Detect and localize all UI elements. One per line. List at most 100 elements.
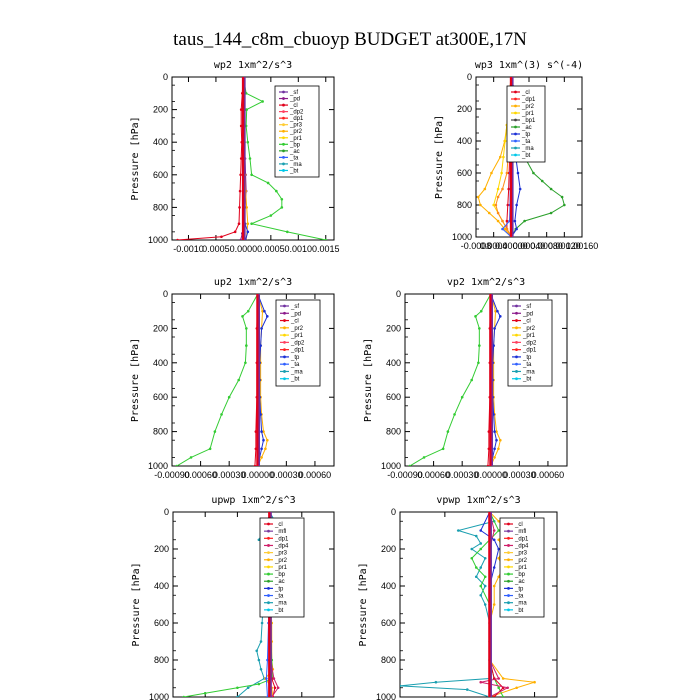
y-tick-label: 400 (386, 358, 401, 368)
data-point (497, 538, 500, 542)
legend-marker (515, 377, 518, 381)
data-point (483, 187, 487, 191)
x-tick-label: 0.00030 (446, 470, 479, 480)
y-tick-label: 400 (381, 581, 396, 591)
panel-upwp: upwp 1xm^2/s^302004006008001000-0.000600… (131, 495, 335, 700)
legend-label: _mfl (514, 529, 526, 535)
x-tick-label: 0.00080 (530, 241, 563, 251)
legend-label: _ac (514, 579, 525, 585)
series-line-dp1 (176, 294, 259, 466)
legend-label: _ta (521, 139, 531, 145)
legend-label: _cl (274, 522, 283, 528)
data-point (275, 189, 278, 193)
legend-marker (514, 125, 517, 129)
x-tick-label: 0.00000 (241, 470, 274, 480)
legend-label: _tp (274, 586, 284, 592)
legend-marker (515, 370, 518, 373)
legend-label: _pr2 (514, 558, 528, 564)
data-point (260, 430, 263, 433)
legend-label: _ta (289, 155, 299, 161)
data-point (246, 222, 250, 225)
data-point (516, 171, 520, 175)
legend-label: _ac (521, 125, 532, 131)
legend: _cl_mfl_dp1_dp4_pr3_pr2_pr1_bp_ac_tp_ta_… (259, 517, 305, 618)
data-point (501, 227, 504, 231)
y-tick-label: 0 (467, 72, 472, 82)
y-axis-label: Pressure [hPa] (434, 115, 445, 199)
data-point (465, 688, 469, 691)
legend-marker (282, 129, 285, 133)
y-tick-label: 200 (153, 323, 168, 333)
data-point (494, 203, 498, 207)
legend-label: _pr1 (274, 565, 288, 571)
legend-marker (267, 565, 270, 569)
legend-label: _pr2 (521, 104, 535, 110)
legend-label: _dp1 (522, 348, 537, 354)
data-point (280, 197, 284, 201)
y-tick-label: 800 (154, 655, 169, 665)
legend-label: _ma (289, 162, 302, 168)
legend-label: _pd (290, 311, 301, 317)
legend-label: _dp1 (289, 116, 304, 122)
y-tick-label: 800 (153, 427, 168, 437)
data-point (496, 187, 500, 191)
plot-frame (171, 293, 335, 467)
legend-label: _ac (289, 149, 300, 155)
legend-label: _ta (290, 362, 300, 368)
legend-label: _ta (274, 594, 284, 600)
y-tick-label: 0 (164, 507, 169, 517)
legend-marker (267, 522, 270, 526)
legend-marker (282, 142, 285, 146)
legend-label: _pr2 (274, 558, 288, 564)
legend-marker (507, 565, 510, 569)
legend-marker (507, 586, 510, 590)
legend-marker (267, 594, 270, 597)
legend: _sf_pd _cl_pr2_pr1_dp2 _dp1_tp_ta_ma _bt (507, 299, 553, 387)
data-point (250, 173, 253, 177)
data-point (496, 195, 500, 199)
data-point (492, 584, 496, 588)
data-point (286, 230, 289, 234)
x-tick-label: -0.0010 (173, 244, 204, 254)
panel-vpwp: vpwp 1xm^2/s^302004006008001000-0.00020-… (358, 495, 558, 700)
data-point (453, 413, 456, 416)
legend-marker (283, 326, 286, 330)
data-point (255, 649, 259, 653)
data-point (245, 206, 248, 209)
data-point (515, 227, 518, 231)
x-tick-label: 0.00030 (270, 470, 303, 480)
legend-marker (282, 116, 285, 120)
data-point (497, 519, 500, 523)
data-point (549, 187, 553, 191)
series-group (408, 294, 502, 466)
data-point (244, 361, 247, 365)
panel-wp2: wp2 1xm^2/s^302004006008001000-0.00100.0… (130, 60, 340, 254)
data-point (497, 529, 500, 532)
legend-marker (282, 149, 285, 153)
data-point (272, 677, 276, 680)
data-point (478, 327, 481, 330)
legend-marker (507, 572, 510, 576)
data-point (236, 695, 239, 697)
y-axis-label: Pressure [hPa] (363, 338, 374, 422)
y-tick-label: 800 (386, 427, 401, 437)
data-point (259, 667, 263, 671)
data-point (474, 575, 478, 579)
data-point (479, 309, 483, 313)
data-point (245, 344, 248, 347)
x-tick-label: 0.0010 (285, 244, 313, 254)
plot-frame (171, 76, 335, 241)
x-tick-label: 0.00030 (503, 470, 536, 480)
data-point (498, 315, 502, 318)
data-point (500, 171, 503, 175)
x-tick-label: 0.0005 (257, 244, 285, 254)
data-point (503, 227, 507, 231)
legend-marker (514, 153, 517, 157)
data-point (265, 438, 269, 442)
y-tick-label: 400 (154, 581, 169, 591)
y-tick-label: 200 (381, 544, 396, 554)
legend-marker (282, 103, 285, 107)
legend-marker (507, 608, 510, 612)
data-point (492, 566, 496, 569)
legend-marker (282, 155, 285, 159)
